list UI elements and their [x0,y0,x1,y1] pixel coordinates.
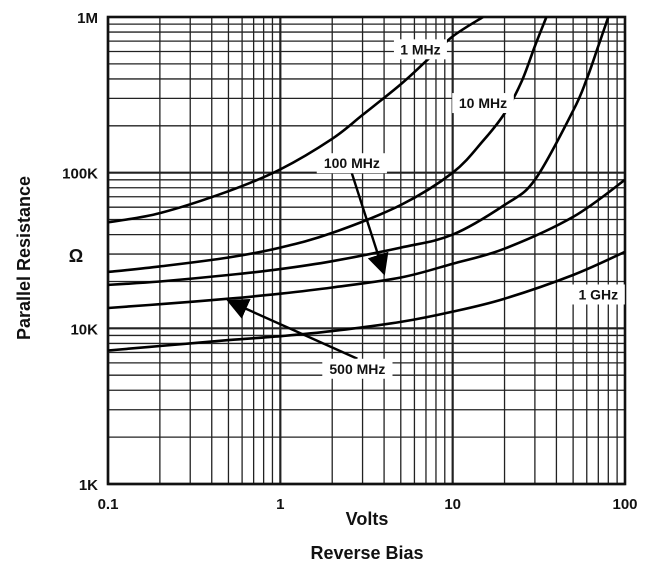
x-axis-subtitle: Reverse Bias [310,543,423,563]
y-tick-label: 10K [70,321,98,338]
x-tick-label: 100 [612,496,637,513]
x-tick-label: 0.1 [98,496,119,513]
curve-label-1-ghz: 1 GHz [571,284,625,305]
curve-label-background [316,153,387,174]
curve-label-500-mhz: 500 MHz [226,299,393,379]
y-axis-unit: Ω [69,246,83,266]
curve-label-arrow [350,172,389,276]
curve-500-mhz [108,178,625,310]
y-tick-label: 1M [77,10,98,27]
curve-label-background [452,93,514,114]
curve-label-text: 100 MHz [324,155,380,171]
curve-labels: 1 MHz 10 MHz 100 MHz 500 MHz 1 GHz [226,39,625,379]
y-tick-label: 1K [79,477,98,494]
curve-100-mhz [108,17,610,287]
curve-label-1-mhz: 1 MHz [393,39,447,60]
x-tick-label: 1 [276,496,284,513]
grid [106,15,627,486]
y-tick-label: 100K [62,166,98,183]
curve-label-background [571,284,625,305]
curve-label-arrow [226,299,358,360]
curve-label-text: 1 MHz [400,41,440,57]
curve-10-mhz [108,17,548,274]
plot-frame [106,15,627,486]
curve-label-text: 1 GHz [578,286,618,302]
curve-label-text: 10 MHz [459,95,507,111]
curve-label-background [322,358,393,379]
tick-labels: 0.1 1 10 100 1K 10K 100K 1M [62,10,637,513]
curve-1-ghz [108,250,625,352]
curve-label-background [393,39,447,60]
x-tick-label: 10 [444,496,461,513]
x-axis-title: Volts [346,509,389,529]
y-axis-title: Parallel Resistance [14,176,34,340]
curve-label-100-mhz: 100 MHz [316,153,389,276]
curve-label-text: 500 MHz [329,361,385,377]
curve-label-10-mhz: 10 MHz [452,93,514,114]
